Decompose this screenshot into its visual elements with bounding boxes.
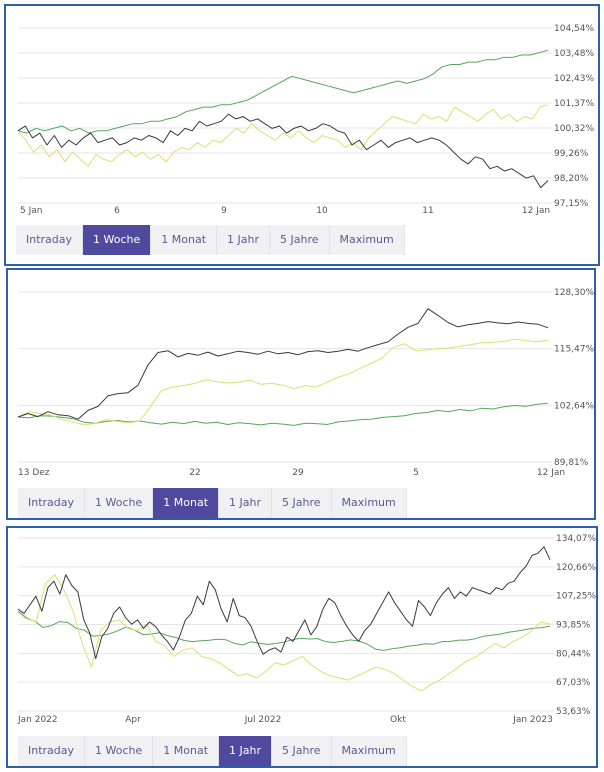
y-tick-label: 93,85% xyxy=(556,621,591,631)
tab-5-jahre[interactable]: 5 Jahre xyxy=(272,488,332,518)
series-line-yellow xyxy=(17,338,549,426)
y-tick-label: 128,30% xyxy=(554,288,594,298)
chart-panel-year: 134,07% 120,66% 107,25% 93,85% 80,44% 67,03% 5… xyxy=(6,526,598,768)
x-tick-label: 22 xyxy=(189,468,200,478)
tab-intraday[interactable]: Intraday xyxy=(18,736,86,766)
series-line-yellow xyxy=(17,574,551,692)
tab-1-jahr[interactable]: 1 Jahr xyxy=(219,488,273,518)
series-line-green xyxy=(17,402,549,426)
x-tick-label: Jan 2023 xyxy=(512,715,553,725)
series-line-yellow xyxy=(17,104,549,167)
tab-1-woche[interactable]: 1 Woche xyxy=(85,736,154,766)
tab-1-monat[interactable]: 1 Monat xyxy=(153,488,220,518)
x-tick-label: 5 xyxy=(413,468,419,478)
tab-1-jahr[interactable]: 1 Jahr xyxy=(219,736,273,766)
y-tick-label: 100,32% xyxy=(554,124,594,134)
tab-1-monat[interactable]: 1 Monat xyxy=(151,225,218,255)
tab-1-woche[interactable]: 1 Woche xyxy=(83,225,152,255)
y-tick-label: 102,64% xyxy=(554,401,594,411)
x-tick-label: 6 xyxy=(114,206,120,216)
tab-1-jahr[interactable]: 1 Jahr xyxy=(217,225,271,255)
range-tabs-month: Intraday 1 Woche 1 Monat 1 Jahr 5 Jahre … xyxy=(18,488,407,518)
x-tick-label: Jan 2022 xyxy=(17,715,58,725)
x-tick-label: 29 xyxy=(292,468,304,478)
y-tick-label: 101,37% xyxy=(554,99,594,109)
y-tick-label: 104,54% xyxy=(554,24,594,34)
y-tick-label: 80,44% xyxy=(556,649,591,659)
y-tick-label: 120,66% xyxy=(556,563,596,573)
y-tick-label: 97,15% xyxy=(554,199,589,209)
x-tick-label: 11 xyxy=(422,206,433,216)
tab-1-woche[interactable]: 1 Woche xyxy=(85,488,154,518)
x-tick-label: 13 Dez xyxy=(18,468,50,478)
tab-5-jahre[interactable]: 5 Jahre xyxy=(272,736,332,766)
y-tick-label: 89,81% xyxy=(554,458,589,468)
y-tick-label: 67,03% xyxy=(556,678,591,688)
tab-maximum[interactable]: Maximum xyxy=(330,225,405,255)
x-tick-label: 12 Jan xyxy=(537,468,565,478)
y-tick-label: 115,47% xyxy=(554,345,594,355)
series-line-black xyxy=(17,113,549,189)
range-tabs-year: Intraday 1 Woche 1 Monat 1 Jahr 5 Jahre … xyxy=(18,736,407,766)
chart-week: 104,54% 103,48% 102,43% 101,37% 100,32% 99,26… xyxy=(17,24,594,216)
y-tick-label: 102,43% xyxy=(554,74,594,84)
tab-maximum[interactable]: Maximum xyxy=(332,488,407,518)
y-tick-label: 99,26% xyxy=(554,149,589,159)
x-tick-label: Okt xyxy=(390,715,406,725)
chart-panel-week: 104,54% 103,48% 102,43% 101,37% 100,32% 99,26… xyxy=(4,4,600,266)
y-tick-label: 107,25% xyxy=(556,592,596,602)
chart-panel-month: 128,30% 115,47% 102,64% 89,81% 13 Dez 22 29 5 12… xyxy=(6,268,596,520)
tab-intraday[interactable]: Intraday xyxy=(16,225,84,255)
series-line-green xyxy=(17,49,549,134)
tab-1-monat[interactable]: 1 Monat xyxy=(153,736,220,766)
series-line-green xyxy=(17,610,551,651)
y-tick-label: 103,48% xyxy=(554,49,594,59)
x-tick-label: Apr xyxy=(125,715,141,725)
chart-year: 134,07% 120,66% 107,25% 93,85% 80,44% 67,03% 5… xyxy=(17,534,596,725)
series-line-black xyxy=(17,546,551,660)
tab-5-jahre[interactable]: 5 Jahre xyxy=(270,225,330,255)
x-tick-label: 10 xyxy=(316,206,328,216)
x-tick-label: 9 xyxy=(221,206,227,216)
range-tabs-week: Intraday 1 Woche 1 Monat 1 Jahr 5 Jahre … xyxy=(16,225,405,255)
y-tick-label: 53,63% xyxy=(556,707,591,717)
x-tick-label: 5 Jan xyxy=(20,206,42,216)
tab-intraday[interactable]: Intraday xyxy=(18,488,86,518)
chart-month: 128,30% 115,47% 102,64% 89,81% 13 Dez 22 29 5 12… xyxy=(17,288,594,478)
y-tick-label: 134,07% xyxy=(556,534,596,544)
x-tick-label: 12 Jan xyxy=(522,206,550,216)
series-line-black xyxy=(17,308,549,420)
y-tick-label: 98,20% xyxy=(554,174,589,184)
x-tick-label: Jul 2022 xyxy=(244,715,282,725)
tab-maximum[interactable]: Maximum xyxy=(332,736,407,766)
